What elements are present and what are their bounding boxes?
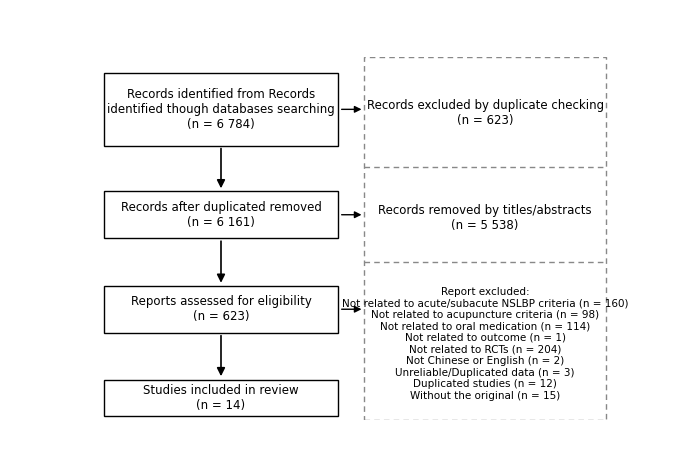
Bar bbox=[104, 286, 338, 333]
Bar bbox=[104, 380, 338, 416]
Text: Reports assessed for eligibility
(n = 623): Reports assessed for eligibility (n = 62… bbox=[131, 295, 312, 323]
Text: Report excluded:
Not related to acute/subacute NSLBP criteria (n = 160)
Not rela: Report excluded: Not related to acute/su… bbox=[342, 287, 628, 401]
Text: Records identified from Records
identified though databases searching
(n = 6 784: Records identified from Records identifi… bbox=[107, 88, 335, 131]
Text: Records excluded by duplicate checking
(n = 623): Records excluded by duplicate checking (… bbox=[366, 99, 603, 127]
Text: Records after duplicated removed
(n = 6 161): Records after duplicated removed (n = 6 … bbox=[121, 201, 321, 229]
Bar bbox=[364, 57, 606, 420]
Text: Studies included in review
(n = 14): Studies included in review (n = 14) bbox=[143, 384, 299, 412]
Bar bbox=[104, 73, 338, 146]
Bar bbox=[104, 191, 338, 238]
Text: Records removed by titles/abstracts
(n = 5 538): Records removed by titles/abstracts (n =… bbox=[378, 204, 592, 232]
